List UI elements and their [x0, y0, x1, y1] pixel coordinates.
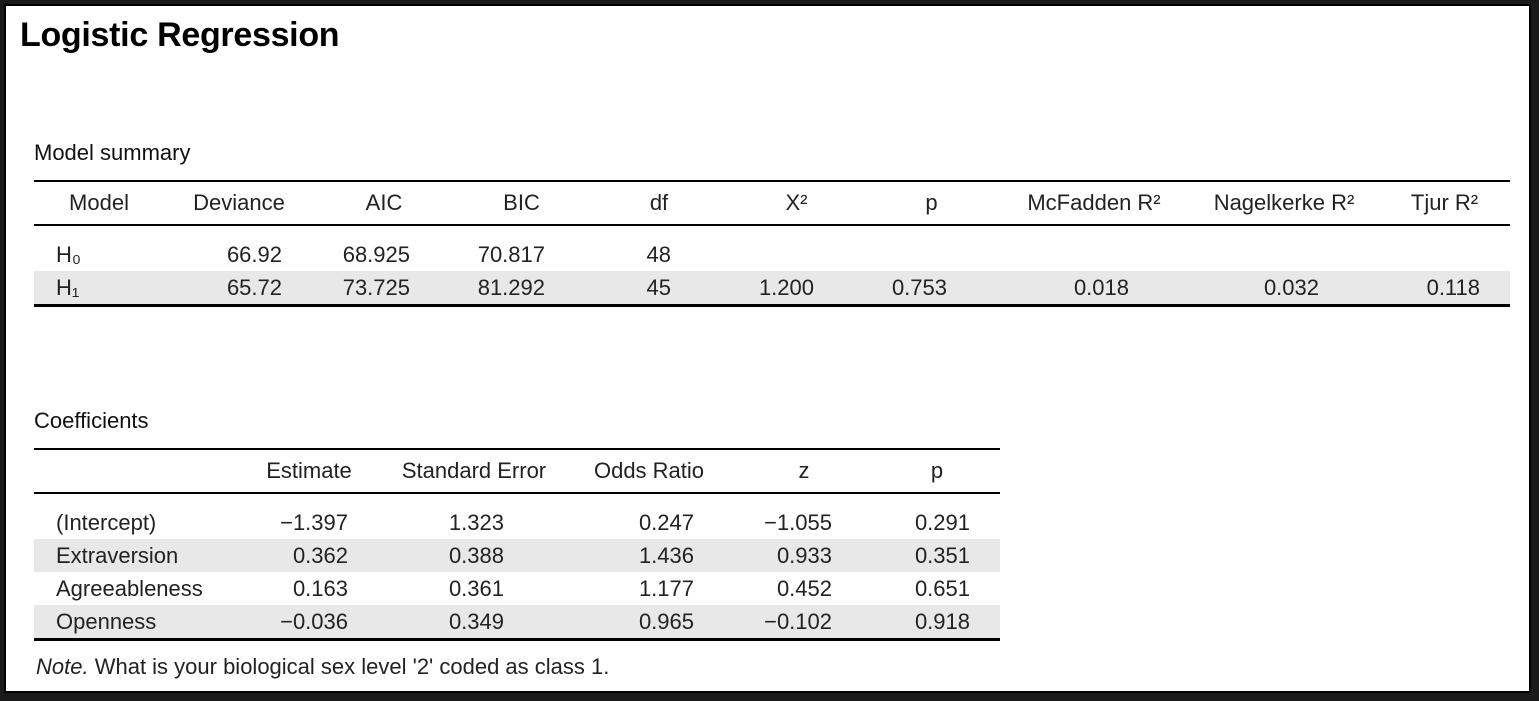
p-value: 0.351 [874, 539, 1000, 572]
term-label: Openness [34, 605, 234, 641]
coefficients-header-row: Estimate Standard Error Odds Ratio z p [34, 448, 1000, 494]
model-summary-table: Model Deviance AIC BIC df X² p McFadden … [34, 180, 1510, 307]
col-header-nagelkerke: Nagelkerke R² [1189, 180, 1379, 226]
note-prefix: Note. [36, 654, 89, 679]
odds-ratio-value: 0.247 [638, 509, 694, 535]
col-header-tjur: Tjur R² [1379, 180, 1510, 226]
z-value: 0.933 [734, 539, 874, 572]
term-label: Agreeableness [56, 575, 203, 601]
col-header-p: p [864, 180, 999, 226]
col-header-term [34, 448, 234, 494]
table-row: H₀ 66.92 68.925 70.817 48 [34, 238, 1510, 271]
col-header-p: p [874, 448, 1000, 494]
table-row: Agreeableness 0.163 0.361 1.177 0.452 0.… [34, 572, 1000, 605]
standard-error-value: 0.361 [448, 575, 504, 601]
col-header-chi2: X² [729, 180, 864, 226]
odds-ratio-value: 0.965 [564, 605, 734, 641]
standard-error-value: 1.323 [448, 509, 504, 535]
p-value: 0.918 [874, 605, 1000, 641]
z-value: −0.102 [734, 605, 874, 641]
estimate-value: −1.397 [280, 509, 348, 535]
nagelkerke-value: 0.032 [1189, 271, 1379, 307]
model-summary-title: Model summary [34, 140, 191, 165]
model-name: H₀ [56, 241, 82, 267]
odds-ratio-value: 1.436 [564, 539, 734, 572]
estimate-value: −0.036 [234, 605, 384, 641]
model-summary-header-row: Model Deviance AIC BIC df X² p McFadden … [34, 180, 1510, 226]
estimate-value: 0.362 [234, 539, 384, 572]
col-header-mcfadden: McFadden R² [999, 180, 1189, 226]
df-value: 45 [589, 271, 729, 307]
estimate-value: 0.163 [292, 575, 348, 601]
analysis-title: Logistic Regression [20, 16, 340, 54]
mcfadden-value: 0.018 [999, 271, 1189, 307]
chi2-value [729, 238, 864, 271]
table-row: Extraversion 0.362 0.388 1.436 0.933 0.3… [34, 539, 1000, 572]
table-row: (Intercept) −1.397 1.323 0.247 −1.055 0.… [34, 506, 1000, 539]
col-header-estimate: Estimate [234, 448, 384, 494]
table-row: H₁ 65.72 73.725 81.292 45 1.200 0.753 0.… [34, 271, 1510, 307]
col-header-odds-ratio: Odds Ratio [564, 448, 734, 494]
standard-error-value: 0.349 [384, 605, 564, 641]
chi2-value: 1.200 [729, 271, 864, 307]
col-header-z: z [734, 448, 874, 494]
col-header-df: df [589, 180, 729, 226]
z-value: 0.452 [776, 575, 832, 601]
bic-value: 81.292 [454, 271, 589, 307]
tjur-value: 0.118 [1379, 271, 1510, 307]
coefficients-title: Coefficients [34, 408, 149, 433]
deviance-value: 65.72 [164, 271, 314, 307]
model-name: H₁ [34, 271, 164, 307]
tjur-value [1379, 238, 1510, 271]
aic-value: 73.725 [314, 271, 454, 307]
term-label: (Intercept) [56, 509, 157, 535]
odds-ratio-value: 1.177 [638, 575, 694, 601]
col-header-aic: AIC [314, 180, 454, 226]
term-label: Extraversion [34, 539, 234, 572]
p-value: 0.753 [864, 271, 999, 307]
p-value: 0.651 [914, 575, 970, 601]
col-header-deviance: Deviance [164, 180, 314, 226]
col-header-model: Model [34, 180, 164, 226]
output-panel: Logistic Regression Model summary Model … [4, 4, 1531, 693]
nagelkerke-value [1189, 238, 1379, 271]
note-text: What is your biological sex level '2' co… [88, 654, 610, 679]
standard-error-value: 0.388 [384, 539, 564, 572]
z-value: −1.055 [764, 509, 832, 535]
deviance-value: 66.92 [226, 241, 282, 267]
col-header-standard-error: Standard Error [384, 448, 564, 494]
coefficients-table: Estimate Standard Error Odds Ratio z p (… [34, 448, 1000, 641]
mcfadden-value [999, 238, 1189, 271]
col-header-bic: BIC [454, 180, 589, 226]
aic-value: 68.925 [342, 241, 410, 267]
p-value: 0.291 [914, 509, 970, 535]
table-note: Note. What is your biological sex level … [36, 654, 609, 680]
df-value: 48 [646, 241, 671, 267]
bic-value: 70.817 [477, 241, 545, 267]
table-row: Openness −0.036 0.349 0.965 −0.102 0.918 [34, 605, 1000, 641]
p-value [864, 238, 999, 271]
